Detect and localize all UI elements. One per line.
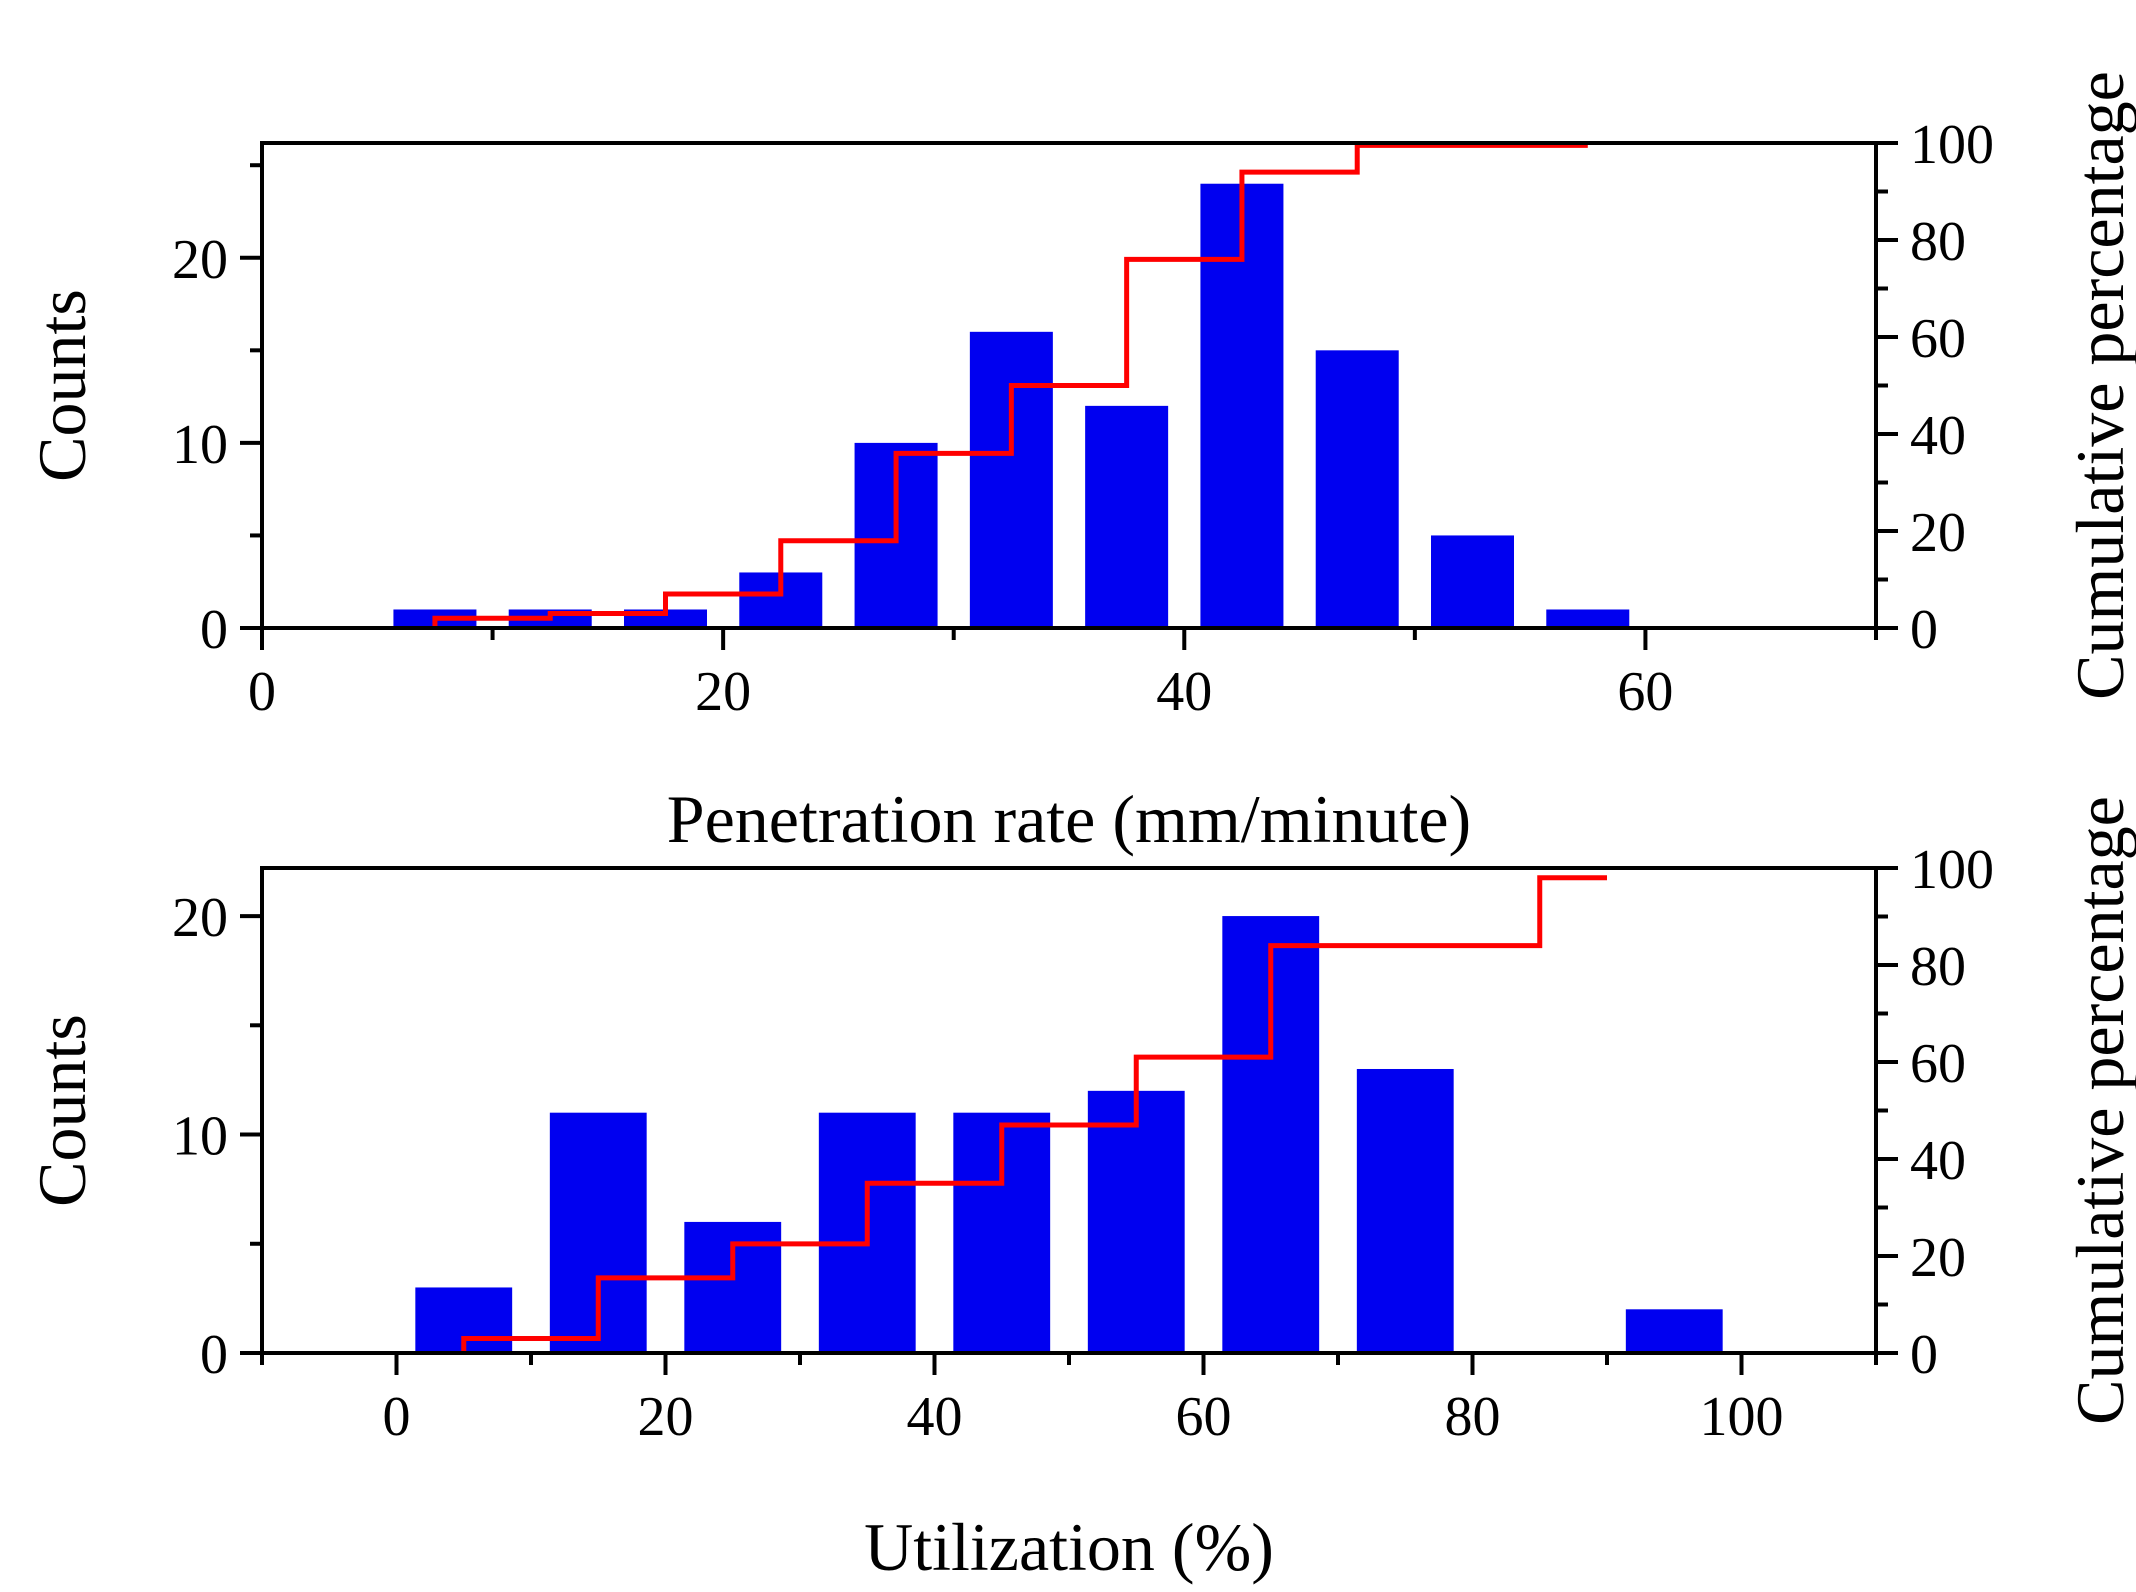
x-tick-label: 40 [907,1386,963,1448]
y2-tick-label: 60 [1910,308,1966,370]
y2-tick-label: 80 [1910,211,1966,273]
x-axis-title: Utilization (%) [864,1509,1274,1585]
y2-tick-label: 40 [1910,405,1966,467]
y2-tick-label: 40 [1910,1130,1966,1192]
y-tick-label: 10 [172,414,228,476]
x-axis-title: Penetration rate (mm/minute) [667,781,1471,857]
cumulative-percentage-line [461,875,1607,1353]
x-tick-label: 40 [1156,661,1212,723]
histogram-bar [1085,405,1169,628]
penetration-rate-panel: 0 20 40 60 0 10 20 0 20 40 60 80 100 Penetration rate… [24,71,2136,857]
x-tick-label: 20 [695,661,751,723]
y-tick-label: 20 [172,229,228,291]
y2-tick-label: 0 [1910,1324,1938,1386]
y2-tick-label: 80 [1910,936,1966,998]
y2-tick-label: 100 [1910,839,1994,901]
y2-axis-title: Cumulative percentage [2062,71,2136,700]
y2-tick-label: 20 [1910,1227,1966,1289]
y2-tick-label: 60 [1910,1033,1966,1095]
histogram-bar [1356,1068,1454,1353]
histogram-bar [1315,350,1399,628]
y-tick-label: 0 [200,599,228,661]
y2-tick-label: 20 [1910,502,1966,564]
y2-tick-label: 0 [1910,599,1938,661]
histogram-bar [1625,1309,1723,1353]
x-tick-label: 60 [1617,661,1673,723]
y2-axis-title: Cumulative percentage [2062,796,2136,1425]
plot-frame [260,866,1878,1355]
y-tick-label: 10 [172,1106,228,1168]
x-tick-label: 0 [248,661,276,723]
y-tick-label: 20 [172,887,228,949]
utilization-panel: 0 20 40 60 80 100 0 10 20 0 20 40 60 80 100 Utilization… [24,796,2136,1585]
histogram-bar [1430,535,1515,628]
x-tick-label: 60 [1176,1386,1232,1448]
y-tick-label: 0 [200,1324,228,1386]
x-tick-label: 100 [1700,1386,1784,1448]
cumulative-percentage-line [432,142,1588,628]
y-axis-title: Counts [24,289,100,482]
x-tick-label: 0 [383,1386,411,1448]
x-tick-label: 80 [1445,1386,1501,1448]
y2-tick-label: 100 [1910,114,1994,176]
x-tick-label: 20 [638,1386,694,1448]
histogram-bar [1546,609,1630,628]
histogram-bar [1087,1090,1185,1353]
histogram-bar [969,331,1053,628]
y-axis-title: Counts [24,1014,100,1207]
